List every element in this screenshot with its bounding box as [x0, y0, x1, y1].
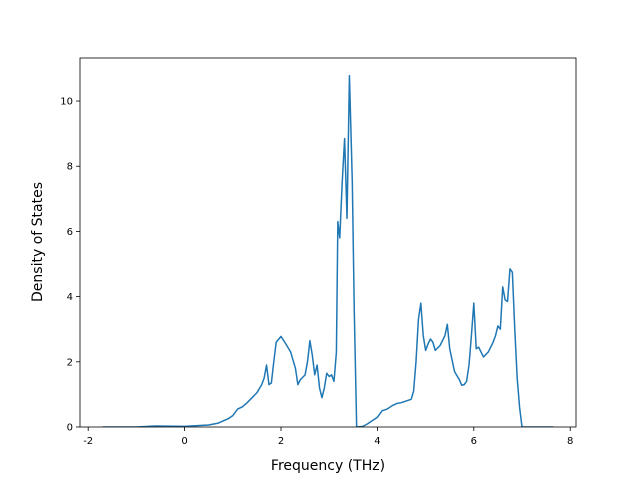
- line: [102, 74, 554, 427]
- y-tick-label: 10: [60, 97, 73, 108]
- x-tick-label: 4: [374, 436, 380, 447]
- x-tick-label: 0: [181, 436, 187, 447]
- y-tick-label: 2: [67, 357, 73, 368]
- y-tick-label: 6: [67, 227, 73, 238]
- plot-frame: [79, 57, 577, 428]
- y-tick-label: 8: [67, 162, 73, 173]
- y-axis-label: Density of States: [30, 182, 46, 302]
- x-tick-label: -2: [83, 436, 93, 447]
- x-axis-label: Frequency (THz): [271, 458, 385, 474]
- x-tick-label: 6: [471, 436, 477, 447]
- x-tick-label: 8: [567, 436, 573, 447]
- y-tick-label: 0: [67, 423, 73, 434]
- x-tick-label: 2: [278, 436, 284, 447]
- y-tick-label: 4: [67, 292, 73, 303]
